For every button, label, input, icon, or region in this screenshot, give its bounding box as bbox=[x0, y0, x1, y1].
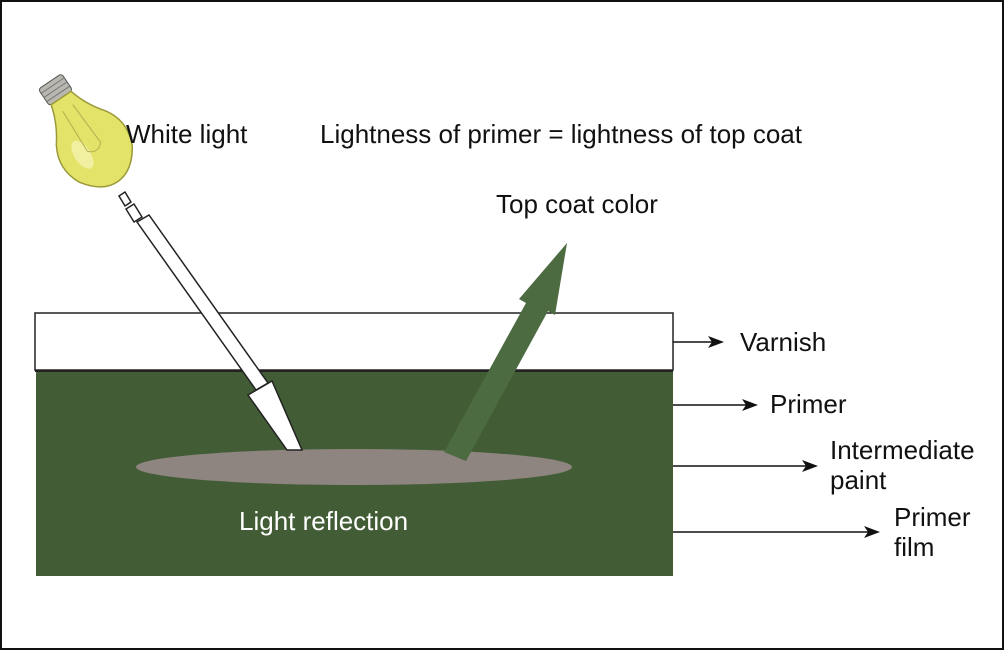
varnish-label: Varnish bbox=[740, 327, 826, 357]
top-coat-color-label: Top coat color bbox=[496, 189, 658, 219]
primer-film-label-line1: Primer bbox=[894, 502, 971, 532]
white-light-label: White light bbox=[126, 119, 248, 149]
top-coat-color-arrow bbox=[444, 243, 567, 461]
light-reflection-label: Light reflection bbox=[239, 506, 408, 536]
light-bulb-icon bbox=[38, 74, 134, 188]
primer-leader-arrow bbox=[673, 399, 758, 411]
lightness-equation-label: Lightness of primer = lightness of top c… bbox=[320, 119, 803, 149]
reflection-ellipse bbox=[136, 449, 572, 485]
primer-film-leader-arrow bbox=[673, 526, 880, 538]
white-light-ray bbox=[117, 190, 304, 451]
primer-label: Primer bbox=[770, 389, 847, 419]
varnish-layer bbox=[34, 312, 674, 371]
varnish-leader-arrow bbox=[673, 336, 724, 348]
intermediate-paint-leader-arrow bbox=[673, 460, 818, 472]
intermediate-paint-label-line2: paint bbox=[830, 465, 887, 495]
intermediate-paint-label-line1: Intermediate bbox=[830, 435, 975, 465]
primer-film-label-line2: film bbox=[894, 532, 934, 562]
